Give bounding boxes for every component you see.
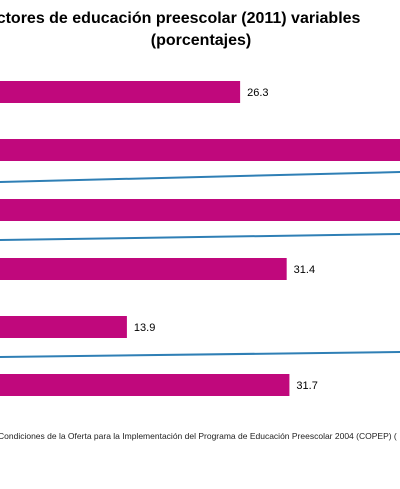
chart-title-line1: rectores de educación preescolar (2011) …	[0, 10, 361, 27]
bar-5	[0, 374, 290, 396]
bar-value-label-3: 31.4	[294, 264, 315, 276]
series-line-1	[0, 233, 400, 241]
bar-value-label-0: 26.3	[247, 87, 268, 99]
bar-3	[0, 258, 287, 280]
bar-4	[0, 316, 127, 338]
bar-2	[0, 199, 400, 221]
chart-title: rectores de educación preescolar (2011) …	[0, 8, 400, 52]
chart-title-line2: (porcentajes)	[150, 32, 252, 49]
series-line-0	[0, 171, 400, 183]
source-note: Condiciones de la Oferta para la Impleme…	[0, 431, 397, 441]
series-line-2	[0, 351, 400, 358]
bar-value-label-5: 31.7	[296, 380, 317, 392]
bar-1	[0, 139, 400, 161]
bar-value-label-4: 13.9	[134, 322, 155, 334]
bar-0	[0, 81, 241, 103]
